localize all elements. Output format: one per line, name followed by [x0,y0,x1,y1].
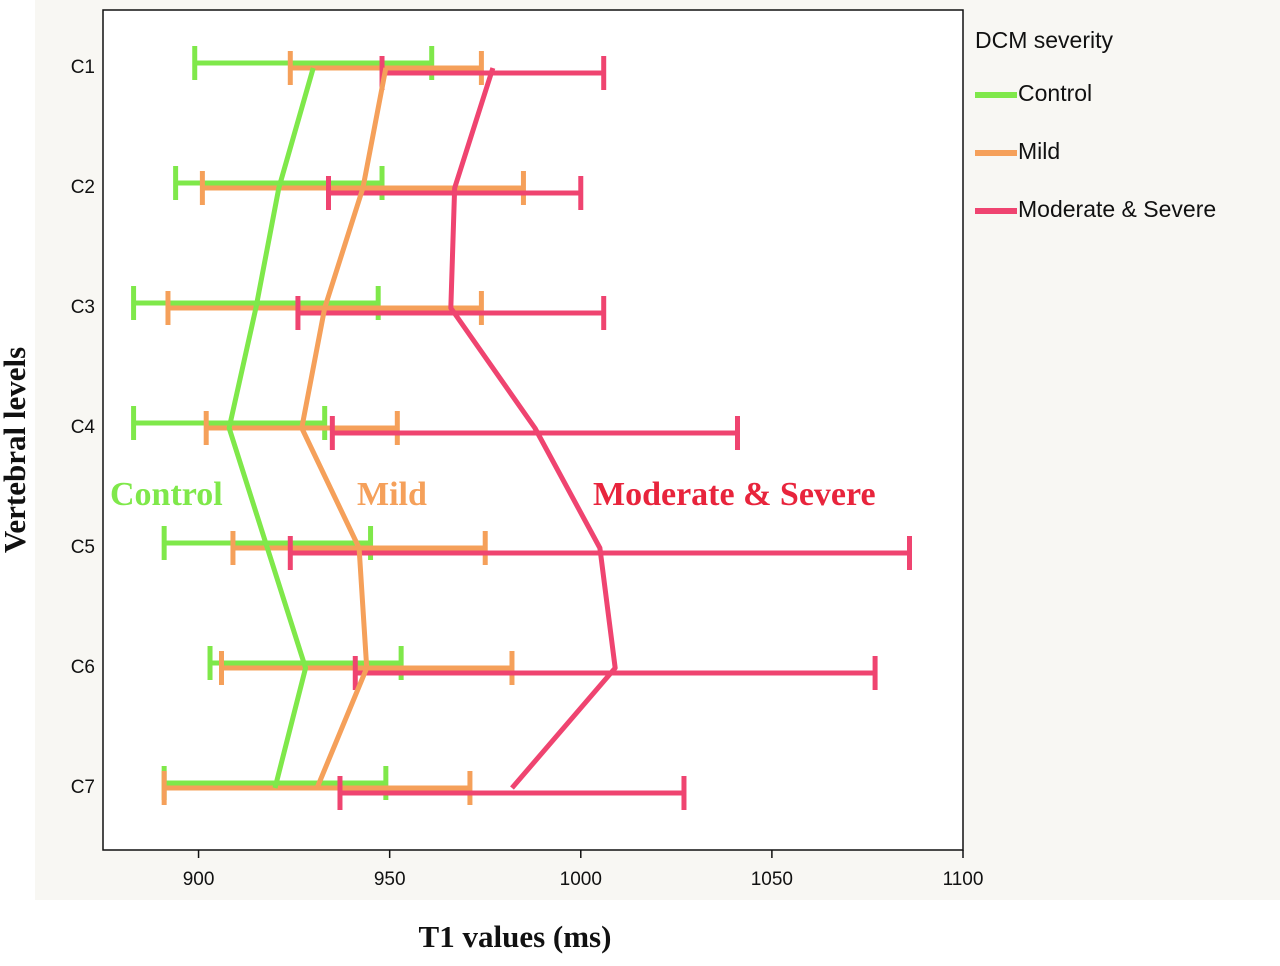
y-tick-label: C2 [71,177,95,198]
legend-label: Control [1018,80,1092,106]
series-line [226,67,316,789]
x-tick-label: 1050 [751,869,793,890]
x-tick-label: 950 [374,869,406,890]
x-tick-label: 1100 [943,869,984,890]
legend-label: Moderate & Severe [1018,196,1216,222]
x-tick-label: 900 [183,869,215,890]
error-bar [295,296,607,330]
y-tick-label: C4 [71,417,96,438]
y-tick-label: C1 [71,57,95,78]
legend-title: DCM severity [975,27,1114,53]
annotation: Moderate & Severe [593,476,876,513]
legend-label: Mild [1018,138,1060,164]
y-tick-label: C5 [71,537,95,558]
annotation: Control [110,476,223,513]
y-tick-label: C3 [71,297,95,318]
y-axis-title: Vertebral levels [0,347,32,553]
x-axis-title: T1 values (ms) [419,919,612,954]
series-line [299,67,389,789]
y-tick-label: C6 [71,657,95,678]
y-tick-label: C7 [71,777,95,798]
series-line [448,67,618,790]
error-bar [337,776,687,810]
error-bar [352,656,878,690]
x-tick-label: 1000 [560,869,602,890]
annotation: Mild [357,476,427,513]
